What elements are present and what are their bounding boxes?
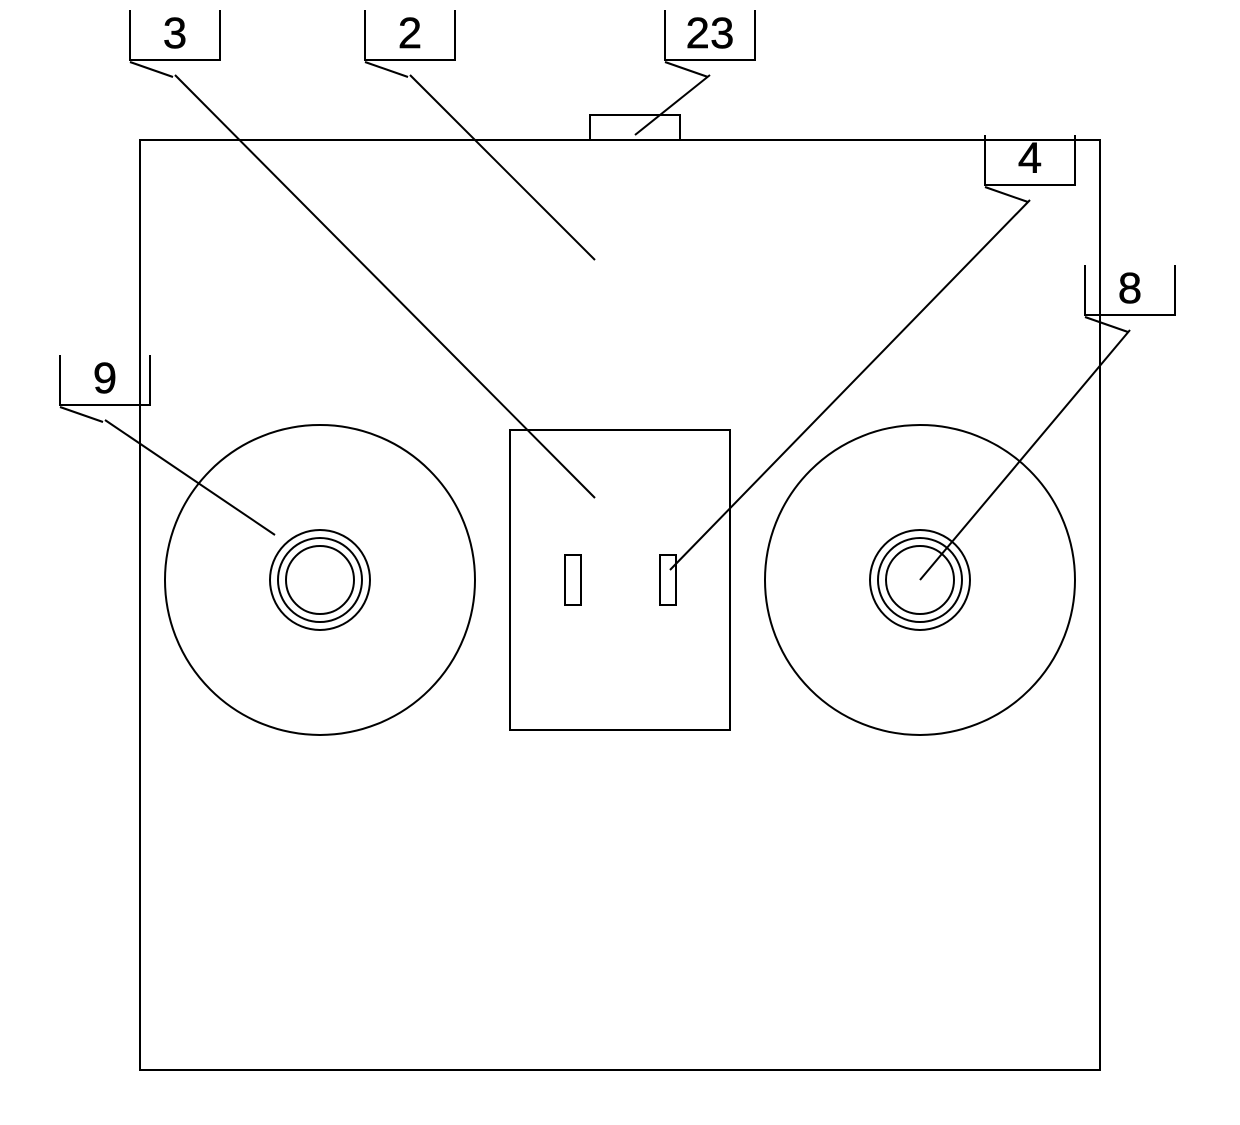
callout-8-tick <box>1085 317 1128 332</box>
center-slot-0 <box>565 555 581 605</box>
center-slot-1 <box>660 555 676 605</box>
top-tab <box>590 115 680 140</box>
callout-3-leader <box>175 75 595 498</box>
center-block <box>510 430 730 730</box>
left-disc-outer <box>165 425 475 735</box>
callout-2-label: 2 <box>398 9 422 58</box>
callout-23-label: 23 <box>686 9 735 58</box>
callout-9-label: 9 <box>93 354 117 403</box>
callout-2-tick <box>365 62 408 77</box>
callout-3: 3 <box>130 9 595 498</box>
callout-4-tick <box>985 187 1028 202</box>
callout-8: 8 <box>920 264 1175 580</box>
callout-23-leader <box>635 75 710 135</box>
callout-2-leader <box>410 75 595 260</box>
callout-8-leader <box>920 330 1130 580</box>
left-disc-hub <box>286 546 354 614</box>
callout-4-label: 4 <box>1018 134 1042 183</box>
technical-diagram: 3 2 23 4 8 9 <box>0 0 1240 1125</box>
callout-8-label: 8 <box>1118 264 1142 313</box>
callout-3-tick <box>130 62 173 77</box>
main-enclosure <box>140 140 1100 1070</box>
callout-23-tick <box>665 62 708 77</box>
left-disc-ring-inner <box>278 538 362 622</box>
callout-2: 2 <box>365 9 595 260</box>
callout-9-leader <box>105 420 275 535</box>
callout-9-tick <box>60 407 103 422</box>
callout-3-label: 3 <box>163 9 187 58</box>
callout-23: 23 <box>635 9 755 135</box>
